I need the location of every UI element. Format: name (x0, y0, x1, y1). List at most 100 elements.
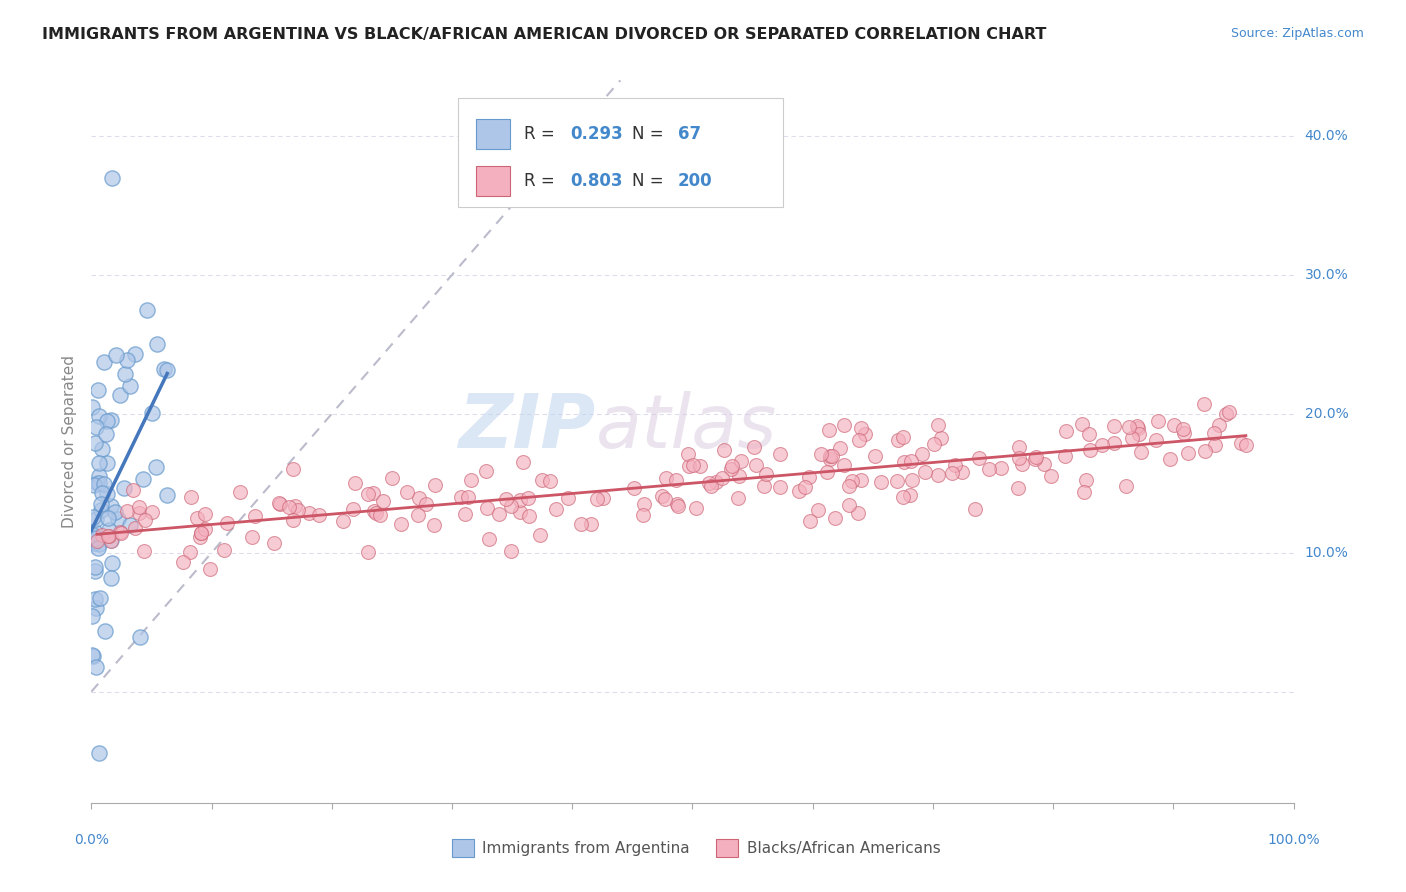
Point (538, 474, 561, 488)
Point (450, 490, 472, 504)
Point (1091, 438, 1114, 452)
Point (96, 456, 118, 470)
Point (298, 506, 321, 520)
Point (654, 471, 676, 485)
Point (180, 490, 202, 504)
Point (105, 348, 128, 362)
FancyBboxPatch shape (477, 119, 510, 149)
Point (283, 513, 305, 527)
Point (586, 492, 609, 507)
Point (838, 498, 860, 512)
Point (1104, 418, 1126, 433)
Point (509, 505, 531, 519)
Point (969, 451, 991, 466)
Point (841, 474, 863, 488)
Point (517, 491, 540, 506)
Point (82, 609, 104, 624)
Point (495, 492, 517, 507)
Point (83, 535, 105, 549)
Point (1128, 426, 1150, 441)
FancyBboxPatch shape (477, 166, 510, 196)
Point (194, 522, 217, 536)
Point (943, 458, 966, 472)
Point (389, 516, 412, 531)
Point (308, 508, 330, 522)
Point (828, 441, 851, 455)
Point (1033, 457, 1056, 471)
Point (900, 454, 922, 468)
Point (190, 525, 212, 540)
Point (887, 433, 910, 447)
Point (710, 471, 733, 485)
Point (134, 544, 156, 558)
Point (475, 500, 498, 515)
Text: N =: N = (633, 172, 669, 190)
Point (112, 481, 135, 495)
Point (633, 497, 655, 511)
Text: 200: 200 (678, 172, 713, 190)
Text: ZIP: ZIP (458, 391, 596, 464)
Point (651, 489, 673, 503)
Point (87, 541, 110, 556)
Point (1192, 397, 1215, 411)
Point (363, 485, 385, 500)
Point (870, 475, 893, 490)
Point (1008, 440, 1031, 454)
Point (1011, 457, 1033, 471)
Point (107, 511, 129, 525)
Point (1115, 479, 1137, 493)
Point (752, 479, 775, 493)
Point (821, 449, 844, 463)
Point (713, 443, 735, 458)
Point (90, 497, 112, 511)
Point (240, 530, 263, 544)
Point (82, 533, 104, 548)
Point (579, 516, 602, 531)
Point (278, 500, 301, 514)
Point (1039, 469, 1062, 483)
Point (1007, 451, 1029, 466)
Point (592, 491, 614, 506)
Point (755, 467, 778, 481)
Point (769, 480, 792, 494)
Point (891, 430, 914, 444)
Point (82, 509, 104, 524)
Point (357, 544, 380, 558)
Point (87, 537, 110, 551)
Point (1054, 449, 1077, 463)
Point (1163, 417, 1185, 432)
Point (212, 542, 235, 557)
Point (478, 532, 501, 546)
Point (1204, 437, 1226, 451)
Point (172, 555, 194, 569)
Point (1173, 425, 1195, 440)
Point (1078, 443, 1101, 458)
Point (364, 506, 387, 520)
Point (406, 508, 429, 522)
Point (922, 437, 945, 451)
Point (1208, 417, 1230, 432)
Point (128, 506, 150, 520)
Text: 0.0%: 0.0% (75, 833, 108, 847)
Point (186, 510, 208, 524)
Point (1104, 435, 1126, 450)
Point (853, 427, 876, 442)
Point (1234, 437, 1257, 451)
Point (1025, 450, 1047, 465)
Point (97, 524, 120, 538)
Point (851, 421, 873, 435)
Point (685, 500, 707, 515)
Point (950, 466, 973, 480)
Point (1147, 414, 1170, 428)
Point (529, 528, 551, 542)
Point (115, 504, 138, 518)
Point (89, 747, 111, 761)
Point (666, 497, 689, 511)
Point (100, 556, 122, 570)
Point (194, 507, 217, 521)
Point (678, 458, 700, 473)
Text: Source: ZipAtlas.com: Source: ZipAtlas.com (1230, 27, 1364, 40)
Point (84, 564, 107, 578)
Point (332, 515, 354, 529)
Point (965, 501, 987, 516)
